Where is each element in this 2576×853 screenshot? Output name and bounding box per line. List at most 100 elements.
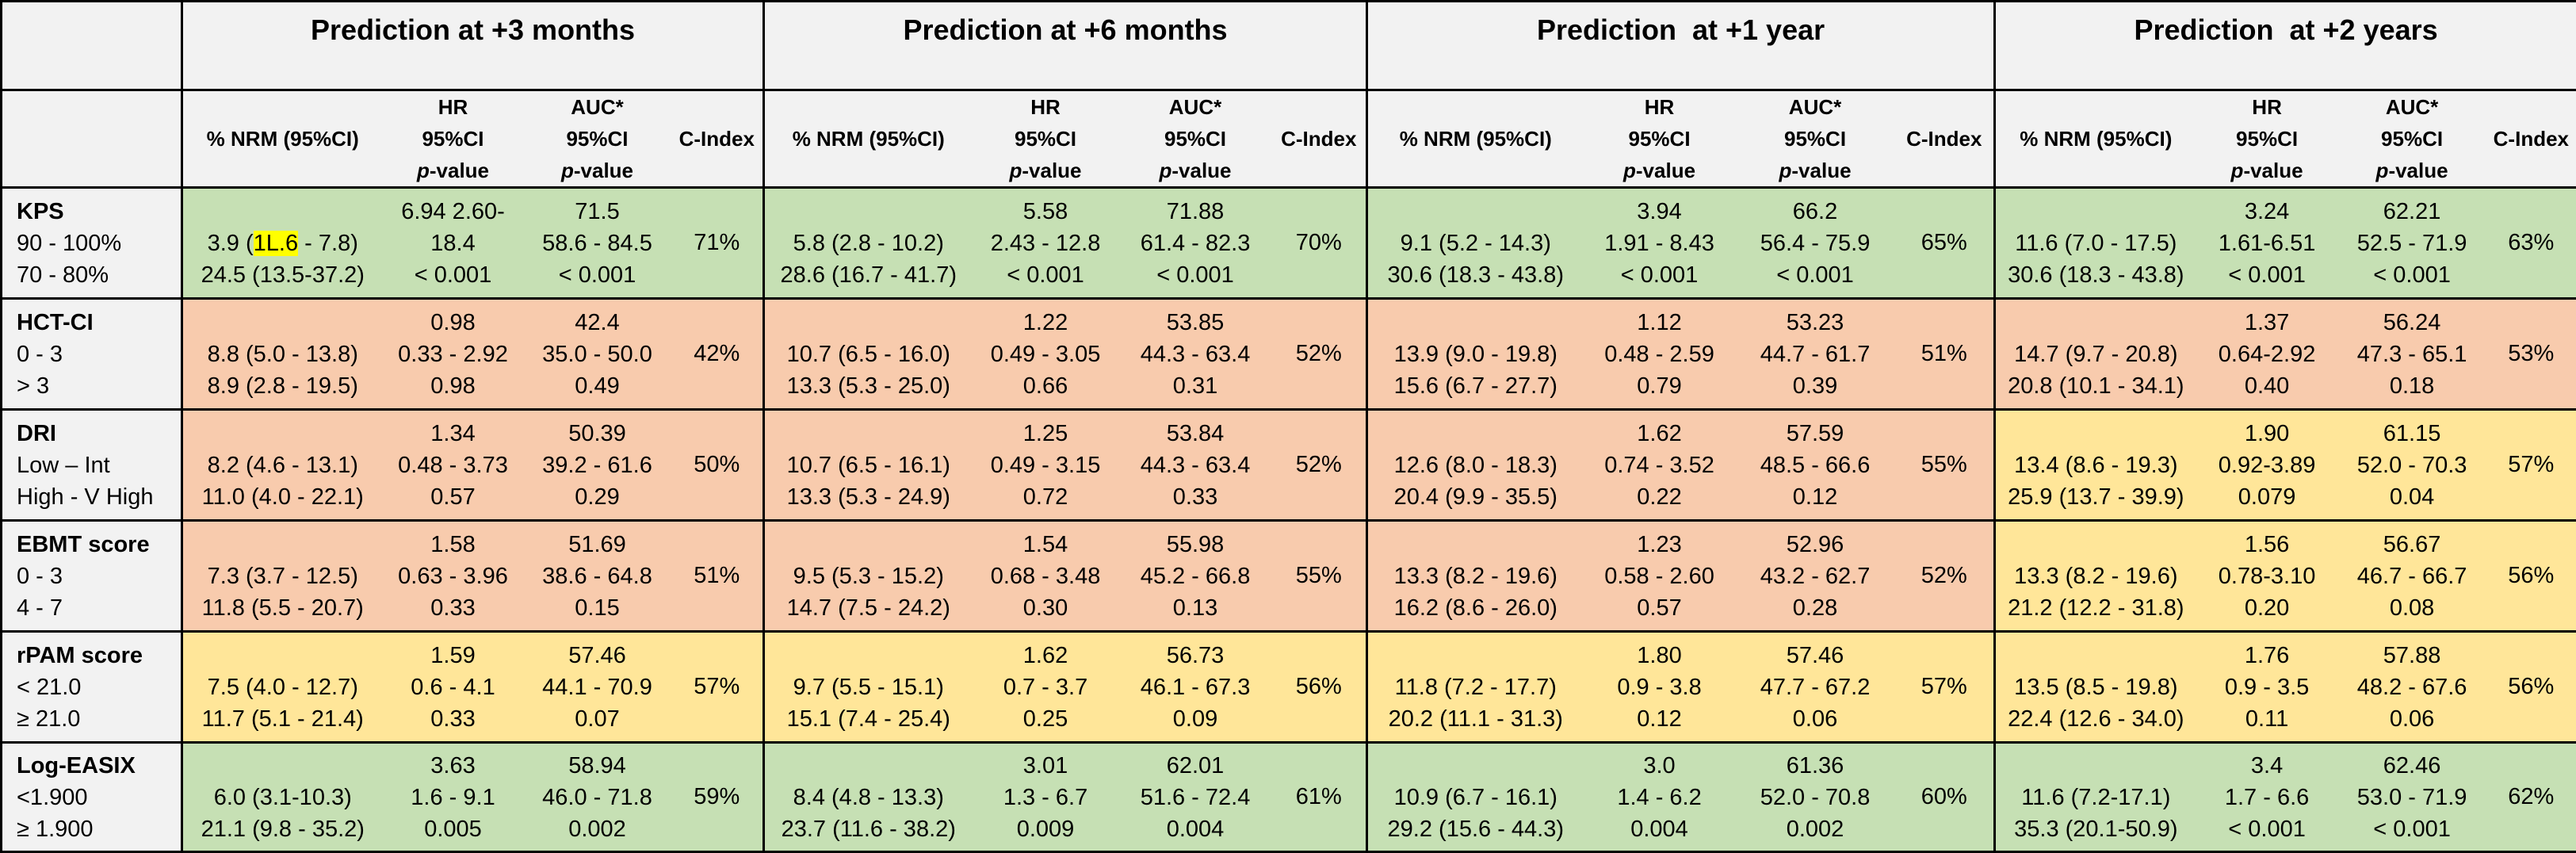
spacer <box>1996 640 2196 671</box>
auc-value: 48.2 - 67.6 <box>2338 671 2486 703</box>
nrm-value: 14.7 (7.5 - 24.2) <box>765 592 973 624</box>
nrm-value: 11.6 (7.2-17.1) <box>1996 782 2196 813</box>
auc-value: 71.88 <box>1119 196 1272 228</box>
auc-header-line: 95%CI <box>524 123 671 155</box>
nrm-value: 24.5 (13.5-37.2) <box>183 259 383 291</box>
hr-value: 0.9 - 3.5 <box>2196 671 2338 703</box>
row-label-line: 4 - 7 <box>17 592 181 624</box>
auc-value: 58.94 <box>524 750 671 782</box>
cindex-header: C-Index <box>2486 90 2576 188</box>
nrm-part: 3.9 ( <box>208 231 254 256</box>
hr-value: 0.9 - 3.8 <box>1584 671 1736 703</box>
hr-value: 3.24 <box>2196 196 2338 228</box>
nrm-value: 7.5 (4.0 - 12.7) <box>183 671 383 703</box>
nrm-cell: 7.5 (4.0 - 12.7)11.7 (5.1 - 21.4) <box>182 632 383 743</box>
hr-value: 3.4 <box>2196 750 2338 782</box>
auc-value: 0.13 <box>1119 592 1272 624</box>
hr-value: 1.4 - 6.2 <box>1584 782 1736 813</box>
cindex-header: C-Index <box>671 90 764 188</box>
corner-cell <box>2 90 182 188</box>
nrm-cell: 13.3 (8.2 - 19.6)16.2 (8.6 - 26.0) <box>1367 521 1584 632</box>
hr-value: 0.58 - 2.60 <box>1584 560 1736 592</box>
hr-value: 1.59 <box>383 640 524 671</box>
row-label-line: Low – Int <box>17 449 181 481</box>
nrm-value: 13.3 (8.2 - 19.6) <box>1996 560 2196 592</box>
auc-value: 48.5 - 66.6 <box>1736 449 1895 481</box>
nrm-value: 5.8 (2.8 - 10.2) <box>765 228 973 259</box>
nrm-value: 11.6 (7.0 - 17.5) <box>1996 228 2196 259</box>
auc-header-line: 95%CI <box>2338 123 2486 155</box>
spacer <box>765 529 973 560</box>
auc-value: 56.24 <box>2338 307 2486 339</box>
auc-value: 53.85 <box>1119 307 1272 339</box>
hr-value: 3.63 <box>383 750 524 782</box>
auc-value: 52.0 - 70.3 <box>2338 449 2486 481</box>
row-label-line: 0 - 3 <box>17 339 181 370</box>
hr-value: 0.40 <box>2196 370 2338 402</box>
nrm-value: 7.3 (3.7 - 12.5) <box>183 560 383 592</box>
auc-value: 38.6 - 64.8 <box>524 560 671 592</box>
auc-value: 44.3 - 63.4 <box>1119 339 1272 370</box>
hr-value: 0.009 <box>973 813 1119 845</box>
hr-value: 0.20 <box>2196 592 2338 624</box>
row-label-line: 90 - 100% <box>17 228 181 259</box>
hr-value: 0.57 <box>1584 592 1736 624</box>
hr-value: 0.79 <box>1584 370 1736 402</box>
nrm-value: 11.0 (4.0 - 22.1) <box>183 481 383 513</box>
hr-value: 0.57 <box>383 481 524 513</box>
auc-value: 46.1 - 67.3 <box>1119 671 1272 703</box>
hr-value: 0.64-2.92 <box>2196 339 2338 370</box>
auc-header-line: 95%CI <box>1736 123 1895 155</box>
corner-cell <box>2 2 182 90</box>
hr-header-line: HR <box>1584 91 1736 123</box>
nrm-value: 13.9 (9.0 - 19.8) <box>1368 339 1584 370</box>
hr-header-line: 95%CI <box>973 123 1119 155</box>
spacer <box>183 640 383 671</box>
auc-value: < 0.001 <box>1736 259 1895 291</box>
auc-value: 47.7 - 67.2 <box>1736 671 1895 703</box>
nrm-cell: 11.6 (7.2-17.1)35.3 (20.1-50.9) <box>1995 743 2196 852</box>
hr-value: 1.22 <box>973 307 1119 339</box>
cindex-cell: 50% <box>671 410 764 521</box>
hr-value: 18.4 <box>383 228 524 259</box>
auc-value: 50.39 <box>524 418 671 449</box>
cindex-cell: 57% <box>671 632 764 743</box>
auc-value: 0.15 <box>524 592 671 624</box>
hr-value: 6.94 2.60- <box>383 196 524 228</box>
nrm-value: 21.1 (9.8 - 35.2) <box>183 813 383 845</box>
nrm-value: 12.6 (8.0 - 18.3) <box>1368 449 1584 481</box>
nrm-value: 15.1 (7.4 - 25.4) <box>765 703 973 735</box>
hr-cell: 6.94 2.60-18.4< 0.001 <box>383 188 524 299</box>
hr-value: 0.49 - 3.05 <box>973 339 1119 370</box>
hr-value: 1.54 <box>973 529 1119 560</box>
nrm-value: 8.2 (4.6 - 13.1) <box>183 449 383 481</box>
hr-value: 1.34 <box>383 418 524 449</box>
hr-value: 1.91 - 8.43 <box>1584 228 1736 259</box>
row-label-line: rPAM score <box>17 640 181 671</box>
hr-value: 0.22 <box>1584 481 1736 513</box>
auc-value: 62.01 <box>1119 750 1272 782</box>
auc-value: 44.1 - 70.9 <box>524 671 671 703</box>
auc-header-line: 95%CI <box>1119 123 1272 155</box>
hr-value: 3.94 <box>1584 196 1736 228</box>
nrm-cell: 7.3 (3.7 - 12.5)11.8 (5.5 - 20.7) <box>182 521 383 632</box>
cindex-cell: 56% <box>2486 632 2576 743</box>
hr-value: 0.005 <box>383 813 524 845</box>
nrm-value: 16.2 (8.6 - 26.0) <box>1368 592 1584 624</box>
nrm-cell: 13.9 (9.0 - 19.8)15.6 (6.7 - 27.7) <box>1367 299 1584 410</box>
